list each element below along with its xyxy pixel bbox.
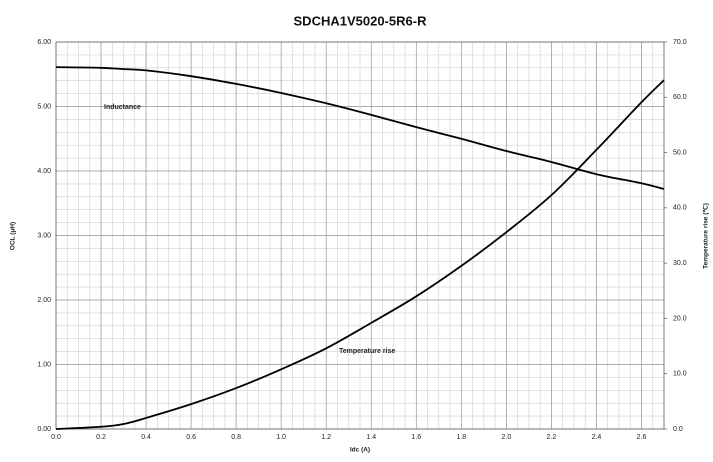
y-tick-label: 5.00 bbox=[37, 103, 51, 110]
plot-frame bbox=[55, 41, 665, 430]
y-tick-label: 6.00 bbox=[37, 39, 51, 46]
y-tick-label: 1.00 bbox=[37, 361, 51, 368]
x-tick-label: 1.2 bbox=[321, 434, 331, 441]
line-series bbox=[55, 79, 665, 430]
chart-title: SDCHA1V5020-5R6-R bbox=[294, 13, 428, 28]
y2-tick-label: 10.0 bbox=[673, 371, 687, 378]
y2-tick-label: 70.0 bbox=[673, 39, 687, 46]
x-tick-label: 2.2 bbox=[547, 434, 557, 441]
y-tick-label: 2.00 bbox=[37, 297, 51, 304]
series-label: Temperature rise bbox=[339, 348, 395, 355]
y-axis-label: OCL (μH) bbox=[10, 222, 17, 250]
x-tick-label: 1.8 bbox=[456, 434, 466, 441]
x-tick-label: 0.2 bbox=[96, 434, 106, 441]
y2-tick-label: 40.0 bbox=[673, 205, 687, 212]
y2-tick-label: 20.0 bbox=[673, 315, 687, 322]
y2-tick-label: 0.0 bbox=[673, 426, 683, 433]
y-tick-label: 4.00 bbox=[37, 168, 51, 175]
x-tick-label: 0.6 bbox=[186, 434, 196, 441]
y2-axis-label: Temperature rise (℃) bbox=[702, 203, 710, 269]
x-tick-label: 0.8 bbox=[231, 434, 241, 441]
y2-tick-label: 30.0 bbox=[673, 260, 687, 267]
x-tick-label: 0.4 bbox=[141, 434, 151, 441]
x-tick-label: 2.4 bbox=[592, 434, 602, 441]
series-label: Inductance bbox=[104, 104, 141, 111]
x-tick-label: 2.6 bbox=[637, 434, 647, 441]
x-tick-label: 2.0 bbox=[502, 434, 512, 441]
x-axis-label: Idc (A) bbox=[350, 447, 370, 454]
x-tick-label: 1.0 bbox=[276, 434, 286, 441]
x-tick-label: 0.0 bbox=[51, 434, 61, 441]
x-tick-label: 1.4 bbox=[366, 434, 376, 441]
y2-tick-label: 50.0 bbox=[673, 149, 687, 156]
y-tick-label: 0.00 bbox=[37, 426, 51, 433]
line-series bbox=[55, 66, 665, 190]
x-tick-label: 1.6 bbox=[411, 434, 421, 441]
y-tick-label: 3.00 bbox=[37, 232, 51, 239]
y2-tick-label: 60.0 bbox=[673, 94, 687, 101]
